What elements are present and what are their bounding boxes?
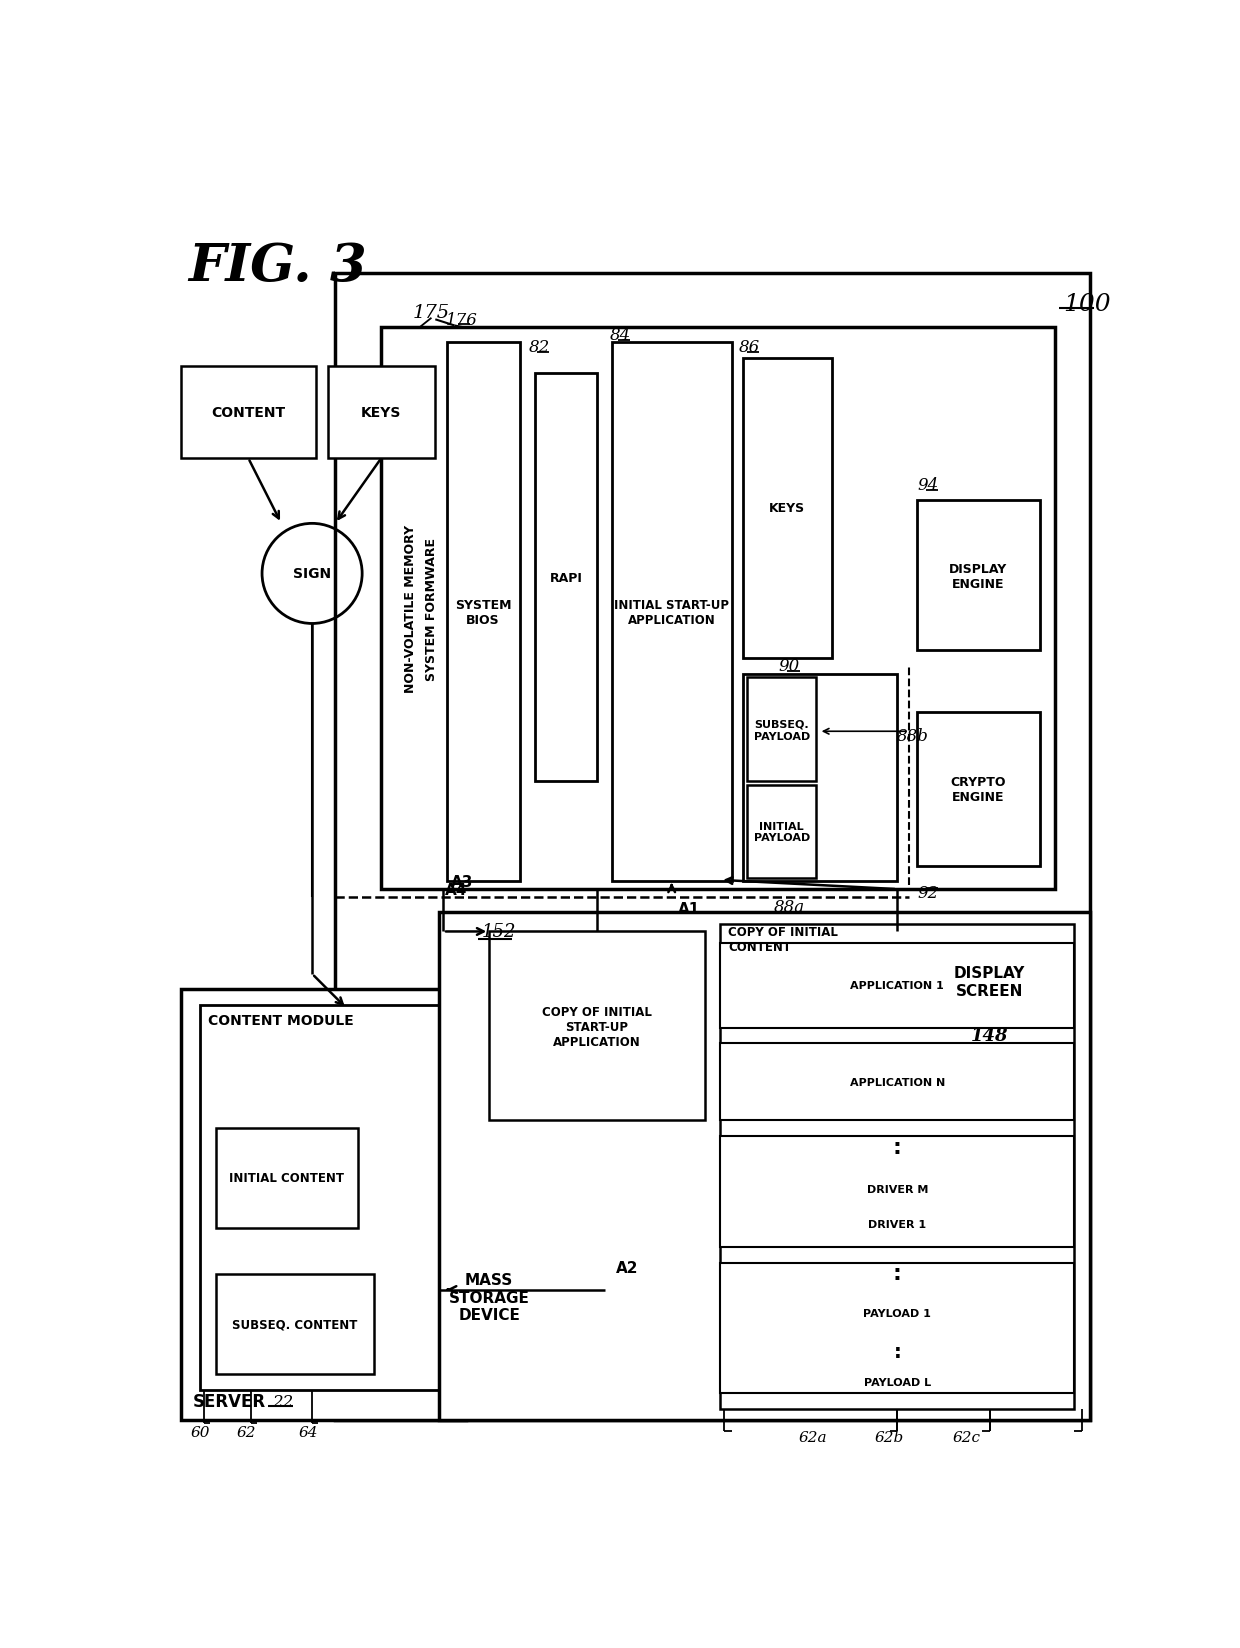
- Text: COPY OF INITIAL
CONTENT: COPY OF INITIAL CONTENT: [728, 926, 838, 954]
- Text: 175: 175: [413, 303, 450, 321]
- Bar: [327, 366, 435, 458]
- Text: INITIAL START-UP
APPLICATION: INITIAL START-UP APPLICATION: [614, 598, 729, 626]
- Text: 62: 62: [237, 1426, 257, 1439]
- Text: 64: 64: [299, 1426, 317, 1439]
- Text: DRIVER M: DRIVER M: [867, 1185, 928, 1195]
- Text: SYSTEM
BIOS: SYSTEM BIOS: [455, 598, 511, 626]
- Text: SERVER: SERVER: [192, 1393, 265, 1411]
- Text: 62c: 62c: [952, 1430, 981, 1445]
- Bar: [613, 343, 732, 882]
- Text: MASS
STORAGE
DEVICE: MASS STORAGE DEVICE: [449, 1272, 529, 1322]
- Bar: [201, 1005, 446, 1389]
- Bar: [181, 989, 466, 1421]
- Bar: [743, 674, 898, 882]
- Bar: [536, 374, 596, 781]
- Bar: [743, 359, 832, 659]
- Bar: [748, 786, 816, 878]
- Bar: [216, 1274, 373, 1374]
- Text: SYSTEM FORMWARE: SYSTEM FORMWARE: [425, 537, 438, 681]
- Text: 82: 82: [528, 338, 549, 356]
- Text: PAYLOAD 1: PAYLOAD 1: [863, 1309, 931, 1318]
- Text: NON-VOLATILE MEMORY: NON-VOLATILE MEMORY: [404, 524, 417, 692]
- Text: APPLICATION N: APPLICATION N: [849, 1076, 945, 1088]
- Bar: [916, 501, 1040, 651]
- Bar: [720, 1262, 1074, 1394]
- Text: KEYS: KEYS: [769, 503, 805, 516]
- Text: RAPI: RAPI: [549, 572, 583, 585]
- Bar: [916, 928, 1063, 1060]
- Text: SUBSEQ. CONTENT: SUBSEQ. CONTENT: [232, 1318, 357, 1332]
- Text: DISPLAY
ENGINE: DISPLAY ENGINE: [949, 562, 1007, 590]
- Text: INITIAL CONTENT: INITIAL CONTENT: [229, 1172, 345, 1185]
- Text: A4: A4: [445, 882, 467, 897]
- Text: CRYPTO
ENGINE: CRYPTO ENGINE: [950, 776, 1006, 804]
- Text: 90: 90: [779, 658, 800, 676]
- Bar: [916, 712, 1040, 867]
- Text: A1: A1: [678, 901, 701, 916]
- Bar: [748, 677, 816, 781]
- Text: CONTENT: CONTENT: [211, 405, 285, 420]
- Text: 94: 94: [918, 476, 939, 494]
- Bar: [720, 1135, 1074, 1248]
- Bar: [335, 274, 1090, 1421]
- Text: :: :: [893, 1137, 901, 1157]
- Bar: [720, 1043, 1074, 1121]
- Text: FIG. 3: FIG. 3: [188, 241, 367, 292]
- Text: 84: 84: [610, 326, 631, 344]
- Text: APPLICATION 1: APPLICATION 1: [851, 981, 944, 990]
- Text: 60: 60: [191, 1426, 211, 1439]
- Text: CONTENT MODULE: CONTENT MODULE: [208, 1014, 353, 1027]
- Bar: [490, 931, 704, 1121]
- Text: COPY OF INITIAL
START-UP
APPLICATION: COPY OF INITIAL START-UP APPLICATION: [542, 1005, 652, 1048]
- Text: SIGN: SIGN: [293, 567, 331, 582]
- Text: 100: 100: [1063, 293, 1111, 316]
- Text: SUBSEQ.
PAYLOAD: SUBSEQ. PAYLOAD: [754, 720, 810, 742]
- Bar: [216, 1129, 358, 1228]
- Text: :: :: [894, 1341, 901, 1361]
- Text: 88b: 88b: [897, 727, 929, 745]
- Text: 62b: 62b: [875, 1430, 904, 1445]
- Text: DRIVER 1: DRIVER 1: [868, 1220, 926, 1229]
- Text: DISPLAY
SCREEN: DISPLAY SCREEN: [954, 966, 1025, 999]
- Text: KEYS: KEYS: [361, 405, 402, 420]
- Text: 176: 176: [446, 311, 479, 328]
- Bar: [382, 328, 1055, 890]
- Text: A3: A3: [450, 875, 474, 890]
- Bar: [720, 925, 1074, 1409]
- Text: INITIAL
PAYLOAD: INITIAL PAYLOAD: [754, 821, 810, 842]
- Bar: [446, 343, 520, 882]
- Text: PAYLOAD L: PAYLOAD L: [864, 1378, 931, 1388]
- Text: 22: 22: [272, 1393, 294, 1409]
- Text: A2: A2: [616, 1261, 639, 1276]
- Text: :: :: [893, 1262, 901, 1282]
- Text: 88a: 88a: [774, 898, 805, 915]
- Text: 152: 152: [481, 923, 516, 941]
- Bar: [181, 366, 316, 458]
- Bar: [720, 943, 1074, 1028]
- Text: 92: 92: [918, 885, 939, 901]
- Text: 86: 86: [739, 338, 760, 356]
- Text: 148: 148: [971, 1027, 1008, 1045]
- Bar: [439, 913, 1090, 1421]
- Text: 62a: 62a: [799, 1430, 827, 1445]
